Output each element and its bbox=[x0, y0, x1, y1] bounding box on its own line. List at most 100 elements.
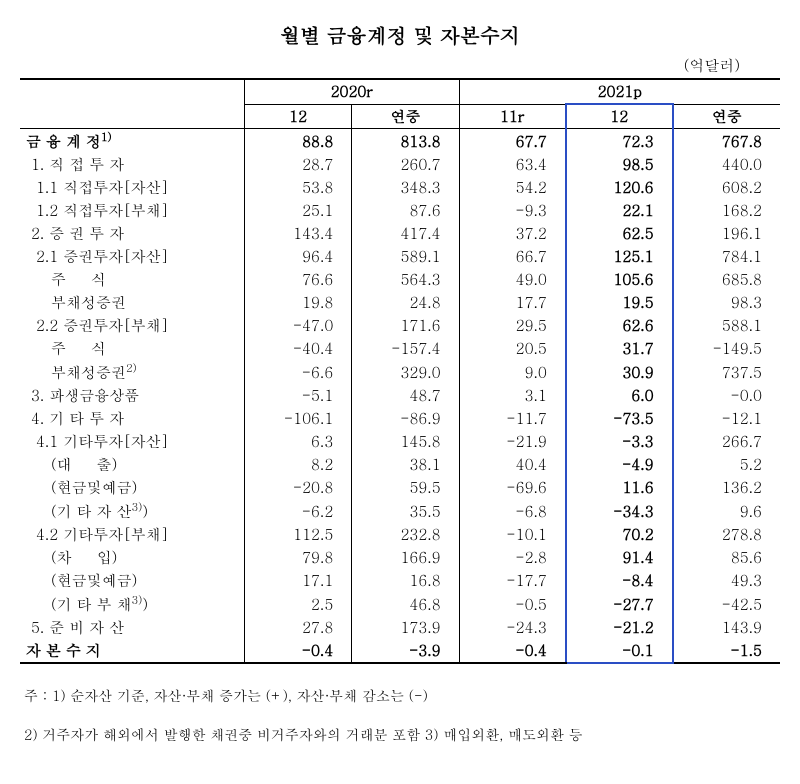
cell: 813.8 bbox=[352, 129, 459, 154]
cell: 767.8 bbox=[673, 129, 780, 154]
cell: 329.0 bbox=[352, 360, 459, 384]
cell: 98.3 bbox=[673, 291, 780, 314]
table-row: 3. 파생금융상품-5.148.73.16.0-0.0 bbox=[20, 384, 780, 407]
unit-label: (억달러) bbox=[20, 55, 780, 76]
cell: 48.7 bbox=[352, 384, 459, 407]
cell: 105.6 bbox=[566, 268, 673, 291]
cell: 8.2 bbox=[244, 453, 351, 476]
cell: -69.6 bbox=[459, 476, 566, 499]
subheader-12a: 12 bbox=[244, 104, 351, 129]
cell: -6.2 bbox=[244, 499, 351, 523]
cell: -0.4 bbox=[459, 639, 566, 663]
cell: -0.1 bbox=[566, 639, 673, 663]
cell: 85.6 bbox=[673, 546, 780, 569]
row-label: (대 출) bbox=[20, 453, 244, 476]
table-row: 5. 준 비 자 산27.8173.9-24.3-21.2143.9 bbox=[20, 616, 780, 639]
table-row: 2. 증 권 투 자143.4417.437.262.5196.1 bbox=[20, 222, 780, 245]
cell: -27.7 bbox=[566, 592, 673, 616]
cell: -8.4 bbox=[566, 569, 673, 592]
cell: 3.1 bbox=[459, 384, 566, 407]
row-label: 금 융 계 정1) bbox=[20, 129, 244, 154]
cell: 9.6 bbox=[673, 499, 780, 523]
cell: -106.1 bbox=[244, 407, 351, 430]
row-label: 5. 준 비 자 산 bbox=[20, 616, 244, 639]
cell: 19.5 bbox=[566, 291, 673, 314]
row-label: (기 타 자 산3)) bbox=[20, 499, 244, 523]
cell: -157.4 bbox=[352, 337, 459, 360]
cell: 685.8 bbox=[673, 268, 780, 291]
cell: 62.6 bbox=[566, 314, 673, 337]
table-row: (현금및예금)-20.859.5-69.611.6136.2 bbox=[20, 476, 780, 499]
cell: 173.9 bbox=[352, 616, 459, 639]
cell: 16.8 bbox=[352, 569, 459, 592]
cell: 266.7 bbox=[673, 430, 780, 453]
row-label: 부채성증권2) bbox=[20, 360, 244, 384]
cell: -0.4 bbox=[244, 639, 351, 663]
cell: 28.7 bbox=[244, 153, 351, 176]
cell: 564.3 bbox=[352, 268, 459, 291]
row-label: 3. 파생금융상품 bbox=[20, 384, 244, 407]
table-row: (기 타 부 채3))2.546.8-0.5-27.7-42.5 bbox=[20, 592, 780, 616]
cell: 417.4 bbox=[352, 222, 459, 245]
cell: 22.1 bbox=[566, 199, 673, 222]
cell: 63.4 bbox=[459, 153, 566, 176]
cell: 24.8 bbox=[352, 291, 459, 314]
row-label: 2. 증 권 투 자 bbox=[20, 222, 244, 245]
subheader-11: 11r bbox=[459, 104, 566, 129]
row-label: 1.1 직접투자[자산] bbox=[20, 176, 244, 199]
table-row: 2.1 증권투자[자산]96.4589.166.7125.1784.1 bbox=[20, 245, 780, 268]
cell: 2.5 bbox=[244, 592, 351, 616]
cell: -3.3 bbox=[566, 430, 673, 453]
cell: 88.8 bbox=[244, 129, 351, 154]
cell: -40.4 bbox=[244, 337, 351, 360]
cell: 278.8 bbox=[673, 523, 780, 546]
cell: 49.0 bbox=[459, 268, 566, 291]
cell: 37.2 bbox=[459, 222, 566, 245]
cell: 31.7 bbox=[566, 337, 673, 360]
row-label: 4.2 기타투자[부채] bbox=[20, 523, 244, 546]
cell: -4.9 bbox=[566, 453, 673, 476]
table-row: 주 식-40.4-157.420.531.7-149.5 bbox=[20, 337, 780, 360]
cell: 38.1 bbox=[352, 453, 459, 476]
table-row: 1.2 직접투자[부채]25.187.6-9.322.1168.2 bbox=[20, 199, 780, 222]
cell: -5.1 bbox=[244, 384, 351, 407]
cell: -47.0 bbox=[244, 314, 351, 337]
cell: -34.3 bbox=[566, 499, 673, 523]
row-label: (현금및예금) bbox=[20, 476, 244, 499]
cell: 79.8 bbox=[244, 546, 351, 569]
table-row: 부채성증권2)-6.6329.09.030.9737.5 bbox=[20, 360, 780, 384]
row-label: 2.2 증권투자[부채] bbox=[20, 314, 244, 337]
cell: -6.6 bbox=[244, 360, 351, 384]
subheader-annual-a: 연중 bbox=[352, 104, 459, 129]
footnote-1: 주 : 1) 순자산 기준, 자산·부채 증가는 (+), 자산·부채 감소는 … bbox=[24, 686, 780, 706]
row-label: 1.2 직접투자[부채] bbox=[20, 199, 244, 222]
table-row: (차 입)79.8166.9-2.891.485.6 bbox=[20, 546, 780, 569]
cell: -42.5 bbox=[673, 592, 780, 616]
cell: 30.9 bbox=[566, 360, 673, 384]
table-row: (현금및예금)17.116.8-17.7-8.449.3 bbox=[20, 569, 780, 592]
cell: -73.5 bbox=[566, 407, 673, 430]
table-title: 월별 금융계정 및 자본수지 bbox=[20, 20, 780, 49]
cell: -0.5 bbox=[459, 592, 566, 616]
cell: 136.2 bbox=[673, 476, 780, 499]
subheader-annual-b: 연중 bbox=[673, 104, 780, 129]
header-blank bbox=[20, 79, 244, 129]
cell: -149.5 bbox=[673, 337, 780, 360]
table-row: 부채성증권19.824.817.719.598.3 bbox=[20, 291, 780, 314]
cell: 35.5 bbox=[352, 499, 459, 523]
header-2021: 2021p bbox=[459, 79, 780, 104]
cell: 19.8 bbox=[244, 291, 351, 314]
row-label: (기 타 부 채3)) bbox=[20, 592, 244, 616]
table-row: 금 융 계 정1)88.8813.867.772.3767.8 bbox=[20, 129, 780, 154]
cell: 589.1 bbox=[352, 245, 459, 268]
cell: 53.8 bbox=[244, 176, 351, 199]
row-label: (현금및예금) bbox=[20, 569, 244, 592]
cell: 168.2 bbox=[673, 199, 780, 222]
cell: 6.0 bbox=[566, 384, 673, 407]
row-label: 2.1 증권투자[자산] bbox=[20, 245, 244, 268]
footnotes: 주 : 1) 순자산 기준, 자산·부채 증가는 (+), 자산·부채 감소는 … bbox=[20, 666, 780, 764]
cell: 125.1 bbox=[566, 245, 673, 268]
table-row: 자 본 수 지-0.4-3.9-0.4-0.1-1.5 bbox=[20, 639, 780, 663]
row-label: 부채성증권 bbox=[20, 291, 244, 314]
cell: 171.6 bbox=[352, 314, 459, 337]
